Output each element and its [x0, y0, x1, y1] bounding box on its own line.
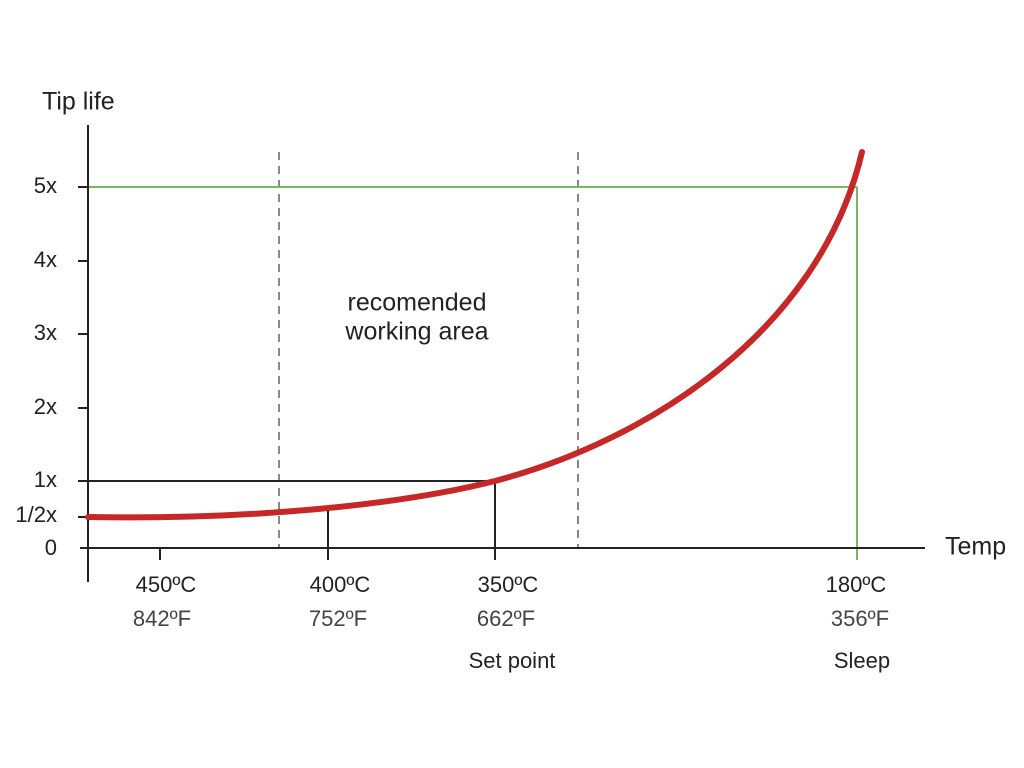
celsius-label: 400ºC — [310, 572, 371, 597]
tip-life-curve — [85, 149, 865, 521]
celsius-label: 350ºC — [478, 572, 539, 597]
fahrenheit-label: 842ºF — [133, 606, 191, 631]
annotation: working area — [344, 318, 488, 346]
celsius-label: 450ºC — [136, 572, 197, 597]
celsius-label: 180ºC — [826, 572, 887, 597]
y-axis-title: Tip life — [42, 88, 115, 116]
x-axis-title: Temp — [945, 533, 1006, 561]
y-tick-label: 0 — [45, 535, 57, 560]
y-tick-label: 1x — [34, 467, 57, 492]
axes — [78, 125, 925, 582]
y-tick-label: 5x — [34, 173, 57, 198]
note-label: Sleep — [834, 648, 890, 673]
annotation: recomended — [348, 289, 487, 317]
y-tick-label: 3x — [34, 320, 57, 345]
note-label: Set point — [469, 648, 556, 673]
y-tick-label: 4x — [34, 247, 57, 272]
fahrenheit-label: 356ºF — [831, 606, 889, 631]
y-tick-label: 1/2x — [15, 502, 57, 527]
fahrenheit-label: 752ºF — [309, 606, 367, 631]
fahrenheit-label: 662ºF — [477, 606, 535, 631]
guides — [88, 152, 858, 560]
y-tick-label: 2x — [34, 394, 57, 419]
